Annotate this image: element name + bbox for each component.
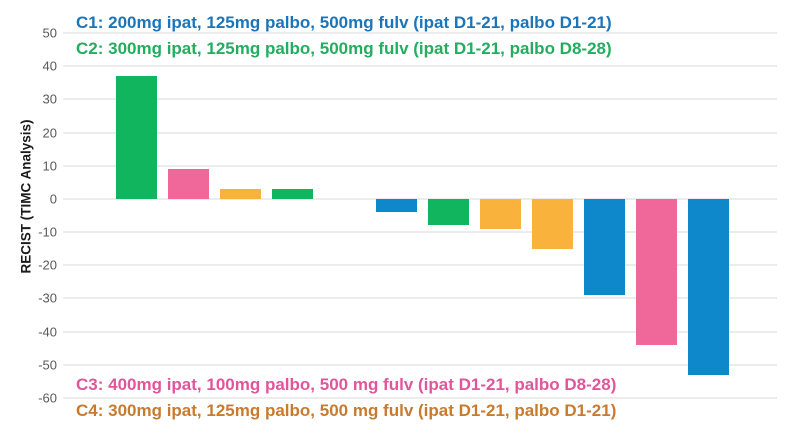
legend-top: C1: 200mg ipat, 125mg palbo, 500mg fulv … bbox=[76, 10, 612, 62]
y-tick-label: 10 bbox=[42, 158, 57, 174]
gridline bbox=[63, 363, 777, 366]
y-tick-label: -30 bbox=[38, 290, 57, 306]
bar-patient-11 bbox=[636, 198, 677, 345]
gridline bbox=[63, 330, 777, 333]
bar-patient-9 bbox=[532, 198, 573, 249]
bar-patient-7 bbox=[428, 198, 469, 226]
gridline bbox=[63, 164, 777, 167]
gridline bbox=[63, 32, 777, 34]
y-tick-label: -20 bbox=[38, 257, 57, 273]
bar-patient-2 bbox=[168, 169, 209, 199]
legend-bottom: C3: 400mg ipat, 100mg palbo, 500 mg fulv… bbox=[76, 372, 616, 424]
legend-line-c3: C3: 400mg ipat, 100mg palbo, 500 mg fulv… bbox=[76, 375, 617, 394]
bar-patient-6 bbox=[376, 198, 417, 213]
legend-line-c4: C4: 300mg ipat, 125mg palbo, 500 mg fulv… bbox=[76, 401, 617, 420]
bar-patient-3 bbox=[220, 188, 261, 199]
y-tick-label: -50 bbox=[38, 357, 57, 373]
gridline bbox=[63, 297, 777, 300]
gridline bbox=[63, 131, 777, 134]
legend-line-c2: C2: 300mg ipat, 125mg palbo, 500mg fulv … bbox=[76, 39, 612, 58]
y-tick-label: 40 bbox=[42, 58, 57, 74]
y-tick-label: 0 bbox=[49, 191, 57, 207]
gridline bbox=[63, 98, 777, 101]
bar-patient-10 bbox=[584, 198, 625, 296]
gridline bbox=[63, 197, 777, 200]
bar-patient-12 bbox=[688, 198, 729, 375]
y-tick-label: 50 bbox=[42, 25, 57, 41]
gridline bbox=[63, 65, 777, 68]
bar-patient-8 bbox=[480, 198, 521, 229]
bar-patient-4 bbox=[272, 188, 313, 199]
y-tick-label: 20 bbox=[42, 125, 57, 141]
gridline bbox=[63, 397, 777, 399]
y-tick-label: 30 bbox=[42, 91, 57, 107]
y-tick-label: -40 bbox=[38, 324, 57, 340]
y-tick-label: -60 bbox=[38, 390, 57, 406]
gridline bbox=[63, 264, 777, 267]
gridline bbox=[63, 231, 777, 234]
y-tick-label: -10 bbox=[38, 224, 57, 240]
legend-line-c1: C1: 200mg ipat, 125mg palbo, 500mg fulv … bbox=[76, 13, 612, 32]
bar-patient-1 bbox=[116, 76, 157, 199]
